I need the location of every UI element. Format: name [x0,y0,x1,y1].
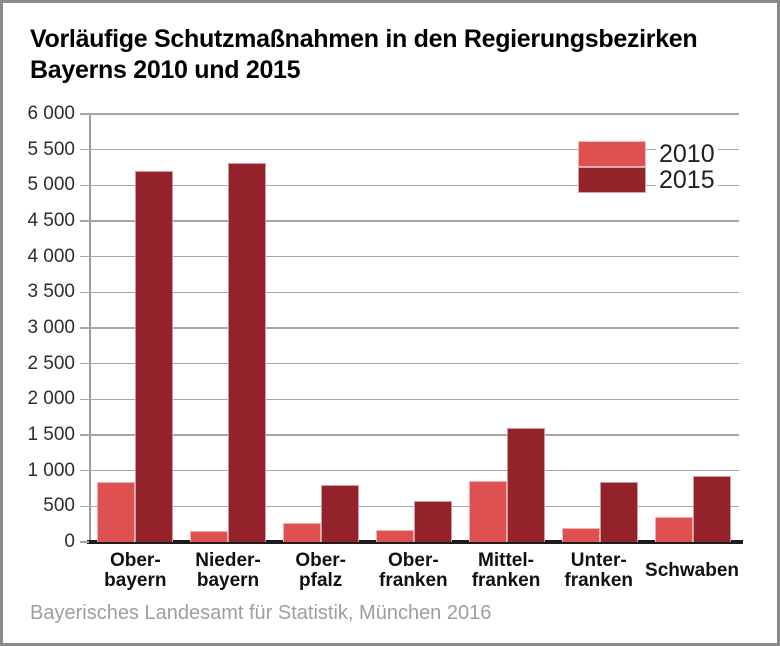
bar-2015 [506,427,545,542]
y-axis-tick-label: 5 000 [27,174,75,196]
x-axis-category-text: Nieder-bayern [195,550,261,591]
legend-label-2010: 2010 [656,139,718,169]
bar-2010 [283,523,322,542]
gridline [89,184,739,187]
x-axis-category-text: Ober-bayern [104,550,167,591]
y-axis-tick-label: 6 000 [27,103,75,124]
bar-2015 [599,482,638,542]
y-axis-tick [80,469,89,472]
gridline [89,362,739,365]
x-axis-category-label: Mittel-franken [460,549,553,593]
y-axis-tick [80,148,89,151]
y-axis-tick [80,220,89,222]
x-axis-category-label: Ober-franken [367,549,460,593]
y-axis-tick-label: 4 500 [27,210,75,231]
x-axis-line [87,540,743,544]
chart-title-line1: Vorläufige Schutzmaßnahmen in den Regier… [30,25,698,53]
gridline [89,327,739,329]
gridline [89,255,739,258]
bar-2015 [321,484,360,542]
x-axis-category-text: Schwaben [645,560,740,581]
x-axis-category-label: Ober-bayern [89,549,182,593]
gridline [89,220,739,222]
chart-title-line2: Bayerns 2010 und 2015 [30,56,301,84]
y-axis-tick [80,398,89,401]
gridline [89,291,739,294]
x-axis-category-text: Ober-pfalz [295,550,347,591]
legend-swatch-2015 [578,167,646,193]
x-axis-category-label: Schwaben [645,549,739,593]
legend-label-2015: 2015 [656,165,718,195]
gridline [89,469,739,472]
y-axis-tick-label: 500 [43,495,75,517]
y-axis-tick [80,113,89,115]
source-text: Bayerisches Landesamt für Statistik, Mün… [30,602,492,624]
y-axis-tick [80,184,89,187]
bar-2015 [228,163,267,542]
y-axis-tick [80,291,89,294]
bar-2015 [135,171,174,542]
legend-swatch-2010 [578,141,646,167]
x-axis-category-label: Unter-franken [552,549,645,593]
legend-row-2010: 2010 [578,139,718,169]
x-axis-category-text: Ober-franken [379,550,448,591]
y-axis-tick [80,362,89,365]
bar-2010 [190,531,229,542]
x-axis-labels: Ober-bayern Nieder-bayern Ober-pfalz Ober-f… [89,549,739,593]
y-axis-tick [80,505,89,508]
y-axis-tick [80,255,89,258]
gridline [89,434,739,436]
bar-2010 [97,482,136,542]
bar-2010 [561,528,600,542]
y-axis-tick-label: 1 000 [27,459,75,481]
y-axis-tick-label: 3 000 [27,317,75,338]
plot-area: 0 500 1 000 1 500 2 000 2 500 3 000 3 500 4 000 4… [27,103,743,552]
bar-2010 [468,480,507,542]
x-axis-category-text: Unter-franken [564,550,634,591]
x-axis-category-text: Mittel-franken [471,550,541,591]
bar-2015 [692,476,731,542]
y-axis-tick [80,541,89,543]
y-axis-tick-label: 2 500 [27,352,75,374]
y-axis-tick-label: 3 500 [27,281,75,303]
y-axis-tick [80,327,89,329]
y-axis-tick-label: 1 500 [27,424,75,445]
bar-2010 [376,529,414,542]
legend: 2010 2015 [578,139,718,195]
y-axis-tick-label: 0 [64,531,75,552]
gridline [89,148,739,151]
x-axis-category-label: Nieder-bayern [182,549,275,593]
y-axis-tick-label: 5 500 [27,138,75,160]
bar-2015 [414,501,452,542]
x-axis-category-label: Ober-pfalz [274,549,367,593]
y-axis-tick-label: 2 000 [27,388,75,410]
legend-row-2015: 2015 [578,165,718,195]
bar-2010 [654,517,693,542]
y-axis-tick-label: 4 000 [27,245,75,267]
chart-title: Vorläufige Schutzmaßnahmen in den Regier… [30,24,698,86]
y-axis-tick [80,434,89,436]
gridline [89,113,739,115]
gridline [89,398,739,401]
